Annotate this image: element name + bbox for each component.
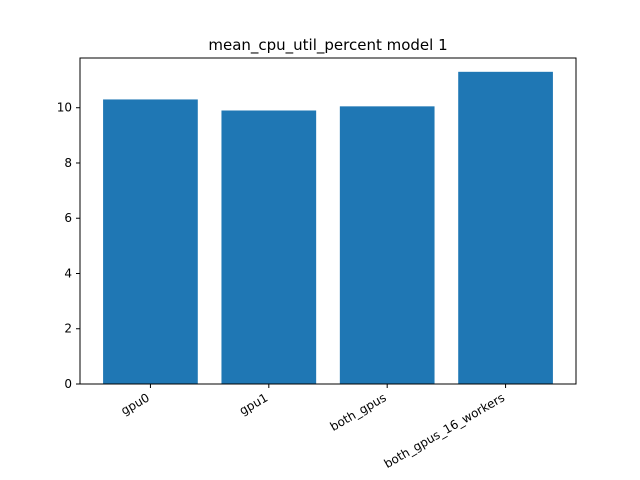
bar-both_gpus_16_workers [458,71,553,384]
y-tick-label: 10 [57,101,72,115]
axes-frame [79,57,577,385]
y-tick-label: 4 [64,266,72,280]
chart-title: mean_cpu_util_percent model 1 [208,36,447,55]
y-tick-label: 8 [64,156,72,170]
y-tick-label: 0 [64,377,72,391]
y-tick-label: 6 [64,211,72,225]
y-tick-label: 2 [64,322,72,336]
bar-gpu1 [221,110,317,385]
bar-gpu0 [103,99,198,385]
bar-both_gpus [339,106,435,384]
